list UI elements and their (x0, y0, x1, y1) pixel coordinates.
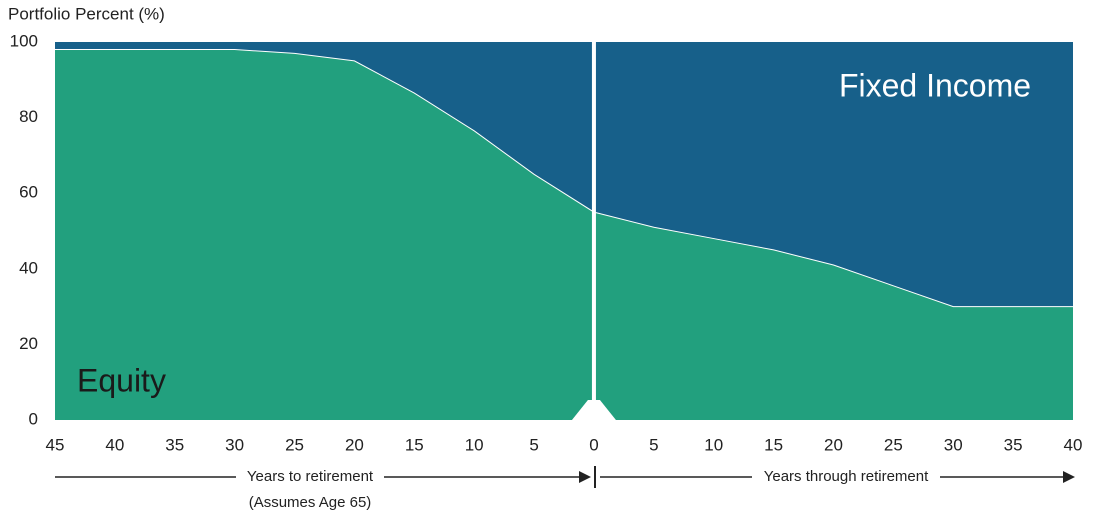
x-tick-label: 0 (589, 435, 598, 454)
x-tick-label: 45 (46, 435, 65, 454)
x-tick-label: 35 (165, 435, 184, 454)
x-tick-label: 30 (225, 435, 244, 454)
x-axis-arrows: Years to retirement (Assumes Age 65) Yea… (55, 465, 1075, 511)
area (55, 49, 1073, 421)
y-tick-label: 40 (19, 258, 38, 277)
label-background (236, 465, 384, 489)
x-tick-label: 35 (1004, 435, 1023, 454)
x-axis-note: (Assumes Age 65) (249, 494, 372, 511)
x-tick-label: 10 (704, 435, 723, 454)
x-tick-label: 15 (405, 435, 424, 454)
y-tick-label: 20 (19, 334, 38, 353)
area (55, 42, 1073, 307)
x-tick-label: 30 (944, 435, 963, 454)
x-tick-label: 20 (345, 435, 364, 454)
x-tick-label: 25 (884, 435, 903, 454)
y-tick-label: 0 (29, 409, 38, 428)
y-tick-label: 60 (19, 183, 38, 202)
arrow-head (579, 471, 591, 483)
y-tick-label: 80 (19, 107, 38, 126)
x-tick-label: 40 (1064, 435, 1083, 454)
x-tick-label: 20 (824, 435, 843, 454)
arrow-head (1063, 471, 1075, 483)
x-tick-label: 5 (529, 435, 538, 454)
label-background (752, 465, 940, 489)
x-tick-label: 5 (649, 435, 658, 454)
x-tick-label: 15 (764, 435, 783, 454)
x-tick-label: 25 (285, 435, 304, 454)
x-tick-label: 40 (105, 435, 124, 454)
series-label: Equity (77, 362, 166, 398)
y-tick-label: 100 (10, 31, 38, 50)
x-axis-label: Years through retirement (764, 468, 929, 485)
series-label: Fixed Income (839, 67, 1031, 103)
x-tick-label: 10 (465, 435, 484, 454)
x-axis-label: Years to retirement (247, 468, 374, 485)
boundary-line (55, 49, 1073, 308)
divider-notch (571, 400, 616, 420)
y-axis-title: Portfolio Percent (%) (8, 4, 165, 23)
